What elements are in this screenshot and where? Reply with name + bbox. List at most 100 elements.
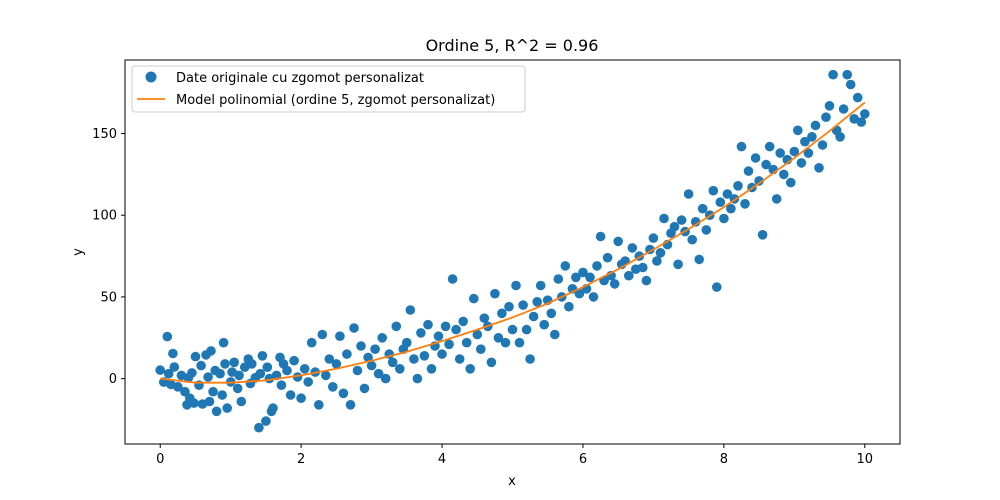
- scatter-point: [220, 359, 230, 369]
- scatter-point: [204, 396, 215, 407]
- scatter-point: [786, 177, 796, 188]
- scatter-point: [282, 365, 292, 376]
- scatter-point: [345, 400, 356, 410]
- scatter-point: [532, 297, 542, 307]
- scatter-point: [511, 280, 521, 291]
- axes-frame: [124, 59, 901, 445]
- scatter-point: [585, 272, 595, 283]
- scatter-point: [835, 132, 845, 142]
- scatter-point: [722, 189, 733, 199]
- chart-title: Ordine 5, R^2 = 0.96: [426, 36, 599, 55]
- legend-box: [131, 65, 526, 113]
- scatter-point: [740, 199, 750, 209]
- scatter-point: [173, 382, 183, 392]
- scatter-point: [423, 319, 433, 330]
- scatter-point: [440, 321, 451, 332]
- scatter-point: [314, 400, 324, 410]
- scatter-point: [514, 337, 525, 348]
- scatter-point: [793, 125, 803, 136]
- scatter-point: [335, 331, 345, 342]
- scatter-point: [461, 337, 472, 348]
- scatter-point: [655, 248, 666, 258]
- scatter-point: [324, 354, 335, 364]
- scatter-point: [276, 380, 287, 391]
- scatter-point: [796, 158, 807, 168]
- scatter-point: [296, 393, 306, 404]
- scatter-point: [528, 311, 539, 322]
- scatter-point: [352, 365, 363, 376]
- scatter-point: [803, 148, 814, 158]
- scatter-point: [697, 203, 708, 214]
- scatter-point: [574, 288, 585, 299]
- plot-area: [155, 69, 870, 433]
- scatter-point: [419, 351, 430, 361]
- scatter-point: [338, 388, 349, 399]
- legend-entry-line: Model polinomial (ordine 5, zgomot perso…: [176, 93, 495, 108]
- scatter-point: [500, 337, 511, 348]
- scatter-point: [261, 416, 271, 426]
- scatter-point: [810, 120, 821, 131]
- scatter-point: [472, 329, 483, 340]
- scatter-point: [444, 339, 454, 350]
- scatter-point: [203, 372, 213, 382]
- legend: Date originale cu zgomot personalizat Mo…: [131, 65, 526, 113]
- scatter-point: [525, 354, 535, 364]
- scatter-point: [255, 368, 266, 379]
- scatter-point: [550, 329, 560, 340]
- scatter-point: [359, 383, 370, 394]
- scatter-point: [402, 337, 412, 348]
- scatter-point: [521, 324, 532, 335]
- scatter-point: [232, 383, 243, 394]
- scatter-point: [518, 300, 528, 310]
- scatter-point: [391, 321, 402, 332]
- scatter-point: [712, 282, 722, 292]
- scatter-point: [669, 221, 680, 232]
- scatter-point: [800, 136, 810, 147]
- scatter-point: [701, 225, 712, 235]
- y-axis-label: y: [71, 248, 86, 256]
- scatter-point: [824, 101, 835, 111]
- x-tick-label: 10: [856, 452, 873, 467]
- scatter-point: [257, 351, 268, 361]
- y-tick-label: 150: [92, 127, 117, 142]
- scatter-point: [817, 140, 828, 150]
- scatter-point: [564, 301, 574, 312]
- scatter-point: [395, 364, 405, 374]
- scatter-point: [217, 390, 227, 400]
- scatter-point: [493, 333, 504, 343]
- scatter-point: [268, 403, 278, 413]
- scatter-point: [486, 357, 497, 368]
- scatter-point: [761, 159, 771, 170]
- scatter-point: [757, 230, 768, 240]
- legend-entry-scatter: Date originale cu zgomot personalizat: [176, 71, 424, 86]
- x-tick-label: 8: [720, 452, 728, 467]
- scatter-point: [465, 364, 476, 374]
- scatter-point: [560, 261, 571, 271]
- scatter-point: [373, 368, 384, 379]
- scatter-point: [504, 301, 514, 312]
- scatter-point: [652, 256, 662, 266]
- scatter-point: [433, 331, 444, 342]
- scatter-point: [838, 104, 849, 114]
- x-tick-label: 0: [156, 452, 164, 467]
- scatter-point: [490, 288, 500, 299]
- scatter-point: [676, 215, 687, 225]
- scatter-point: [719, 213, 729, 224]
- scatter-point: [708, 185, 719, 196]
- scatter-point: [578, 267, 588, 278]
- scatter-point: [163, 368, 174, 379]
- scatter-point: [571, 272, 581, 283]
- scatter-point: [236, 396, 247, 407]
- y-tick-label: 100: [92, 209, 117, 224]
- y-tick-label: 50: [100, 290, 117, 305]
- scatter-point: [189, 398, 199, 408]
- scatter-point: [380, 373, 391, 384]
- scatter-point: [648, 233, 659, 243]
- scatter-point: [363, 352, 373, 363]
- scatter-point: [683, 189, 694, 199]
- scatter-point: [405, 305, 416, 315]
- scatter-point: [169, 362, 180, 372]
- scatter-point: [458, 316, 469, 327]
- scatter-point: [659, 213, 669, 224]
